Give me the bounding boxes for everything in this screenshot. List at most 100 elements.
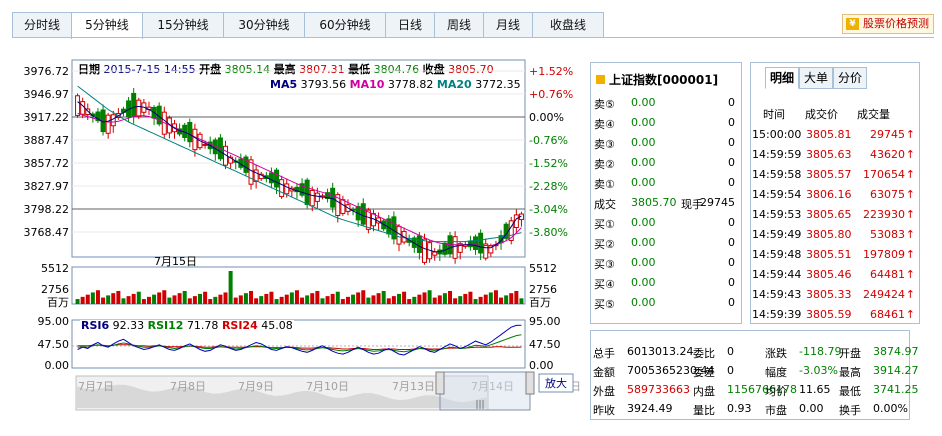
close-label: 收盘 (422, 63, 445, 76)
stat-value: -118.79 (799, 345, 842, 358)
stat-label: 总手 (593, 347, 615, 360)
volume-bar (310, 293, 315, 304)
candles (75, 87, 524, 265)
buy-row: 买② 0.00 0 (591, 233, 741, 253)
volume-bar (218, 294, 223, 304)
volume-bar (509, 293, 514, 304)
volume-bar (198, 293, 203, 304)
trade-row: 14:59:44 3805.46 64481 ↑ (751, 265, 919, 285)
tab-3[interactable]: 30分钟线 (223, 12, 305, 38)
quote-label: 卖① (594, 178, 615, 191)
volume-bar (320, 298, 325, 304)
volume-tick: 2756 (41, 283, 69, 296)
time-navigator[interactable]: 7月7日7月8日7月9日7月10日7月13日7月14日7月15日||| (75, 371, 580, 411)
tab-6[interactable]: 周线 (434, 12, 484, 38)
percent-tick: -1.52% (529, 157, 568, 170)
ma20-label: MA20 (436, 78, 472, 91)
tabs-divider (12, 37, 934, 38)
rsi6-value: 92.33 (112, 319, 145, 332)
volume-bar (106, 295, 111, 304)
tab-4[interactable]: 60分钟线 (304, 12, 386, 38)
navigator-window[interactable] (439, 371, 531, 411)
sell-row: 卖④ 0.00 0 (591, 113, 741, 133)
detail-tab-1[interactable]: 大单 (799, 67, 833, 89)
tab-2[interactable]: 15分钟线 (142, 12, 224, 38)
quote-label: 买② (594, 238, 615, 251)
navigator-left-handle[interactable] (435, 371, 445, 395)
candle-body (294, 186, 300, 193)
deal-row: 成交 3805.70 29745 现手 (591, 193, 741, 213)
ma10-value: 3778.82 (387, 78, 434, 91)
tab-0[interactable]: 分时线 (12, 12, 72, 38)
candle-body (483, 243, 489, 259)
tab-7[interactable]: 月线 (483, 12, 533, 38)
volume-bar (519, 298, 524, 304)
high-label: 最高 (273, 63, 296, 76)
quote-label: 买① (594, 218, 615, 231)
detail-tab-0[interactable]: 明细 (765, 67, 799, 89)
candle-body (274, 169, 280, 188)
up-arrow-icon: ↑ (905, 168, 915, 181)
trade-row: 15:00:00 3805.81 29745 ↑ (751, 125, 919, 145)
ma20-line (77, 85, 522, 243)
candle-body (314, 192, 320, 202)
volume-bars (75, 271, 524, 304)
chart-frames (71, 59, 526, 369)
navigator-right-handle[interactable] (525, 371, 535, 395)
price-tick: 3917.22 (24, 111, 70, 124)
volume-bar (243, 293, 248, 304)
candle-body (95, 111, 101, 122)
kline-chart[interactable]: 日期 2015-7-15 14:55 开盘 3805.14 最高 3807.31… (20, 56, 580, 416)
stat-value: 1156766178 (727, 383, 797, 396)
stat-value: 3924.49 (627, 402, 673, 415)
candle-body (478, 232, 484, 254)
volume-bar (254, 298, 259, 304)
hand-label: 现手 (681, 198, 703, 211)
trade-price: 3805.33 (806, 288, 852, 301)
volume-bar (146, 296, 151, 304)
volume-bar (187, 298, 192, 304)
trade-volume: 64481 (870, 268, 905, 281)
volume-tick-right: 百万 (529, 296, 551, 309)
panel-frame (71, 319, 526, 369)
volume-bar (167, 297, 172, 304)
stats-row: 总手 6013013.24 委比 0 涨跌 -118.79 开盘 3874.97 (591, 342, 919, 362)
detail-tab-2[interactable]: 分价 (833, 67, 867, 89)
trade-row: 14:59:59 3805.63 43620 ↑ (751, 145, 919, 165)
volume-bar (330, 293, 335, 304)
tab-8[interactable]: 收盘线 (532, 12, 604, 38)
rsi12-label: RSI12 (147, 319, 184, 332)
trade-price: 3805.81 (806, 128, 852, 141)
volume-bar (427, 290, 432, 304)
tab-5[interactable]: 日线 (385, 12, 435, 38)
quote-price: 0.00 (631, 176, 656, 189)
quote-volume: 0 (728, 96, 735, 109)
tab-1[interactable]: 5分钟线 (71, 12, 143, 39)
kline-svg: 3976.72 +1.52% 3946.97 +0.76% 3917.22 0.00% 38… (24, 59, 580, 411)
stock-predict-link[interactable]: ¥ 股票价格预测 (842, 14, 934, 34)
quote-price: 0.00 (631, 216, 656, 229)
volume-bar (315, 290, 320, 304)
sell-row: 卖① 0.00 0 (591, 173, 741, 193)
volume-bar (351, 294, 356, 304)
trade-volume: 197809 (863, 248, 905, 261)
volume-bar (300, 297, 305, 304)
column-header: 成交量 (857, 108, 890, 121)
candle-body (330, 187, 336, 208)
volume-bar (80, 296, 85, 304)
scroll-grip[interactable]: ||| (475, 400, 484, 410)
stat-value: 11.65 (799, 383, 831, 396)
volume-bar (468, 291, 473, 304)
candle-body (432, 251, 438, 256)
zoom-button[interactable] (538, 373, 574, 393)
trade-time: 14:59:44 (752, 268, 802, 281)
quote-label: 买③ (594, 258, 615, 271)
up-arrow-icon: ↑ (905, 188, 915, 201)
volume-bar (499, 297, 504, 304)
buy-row: 买④ 0.00 0 (591, 273, 741, 293)
volume-tick: 5512 (41, 262, 69, 275)
volume-tick: 百万 (47, 296, 69, 309)
quote-label: 卖③ (594, 138, 615, 151)
price-tick: 3768.47 (24, 226, 70, 239)
quote-volume: 0 (728, 236, 735, 249)
